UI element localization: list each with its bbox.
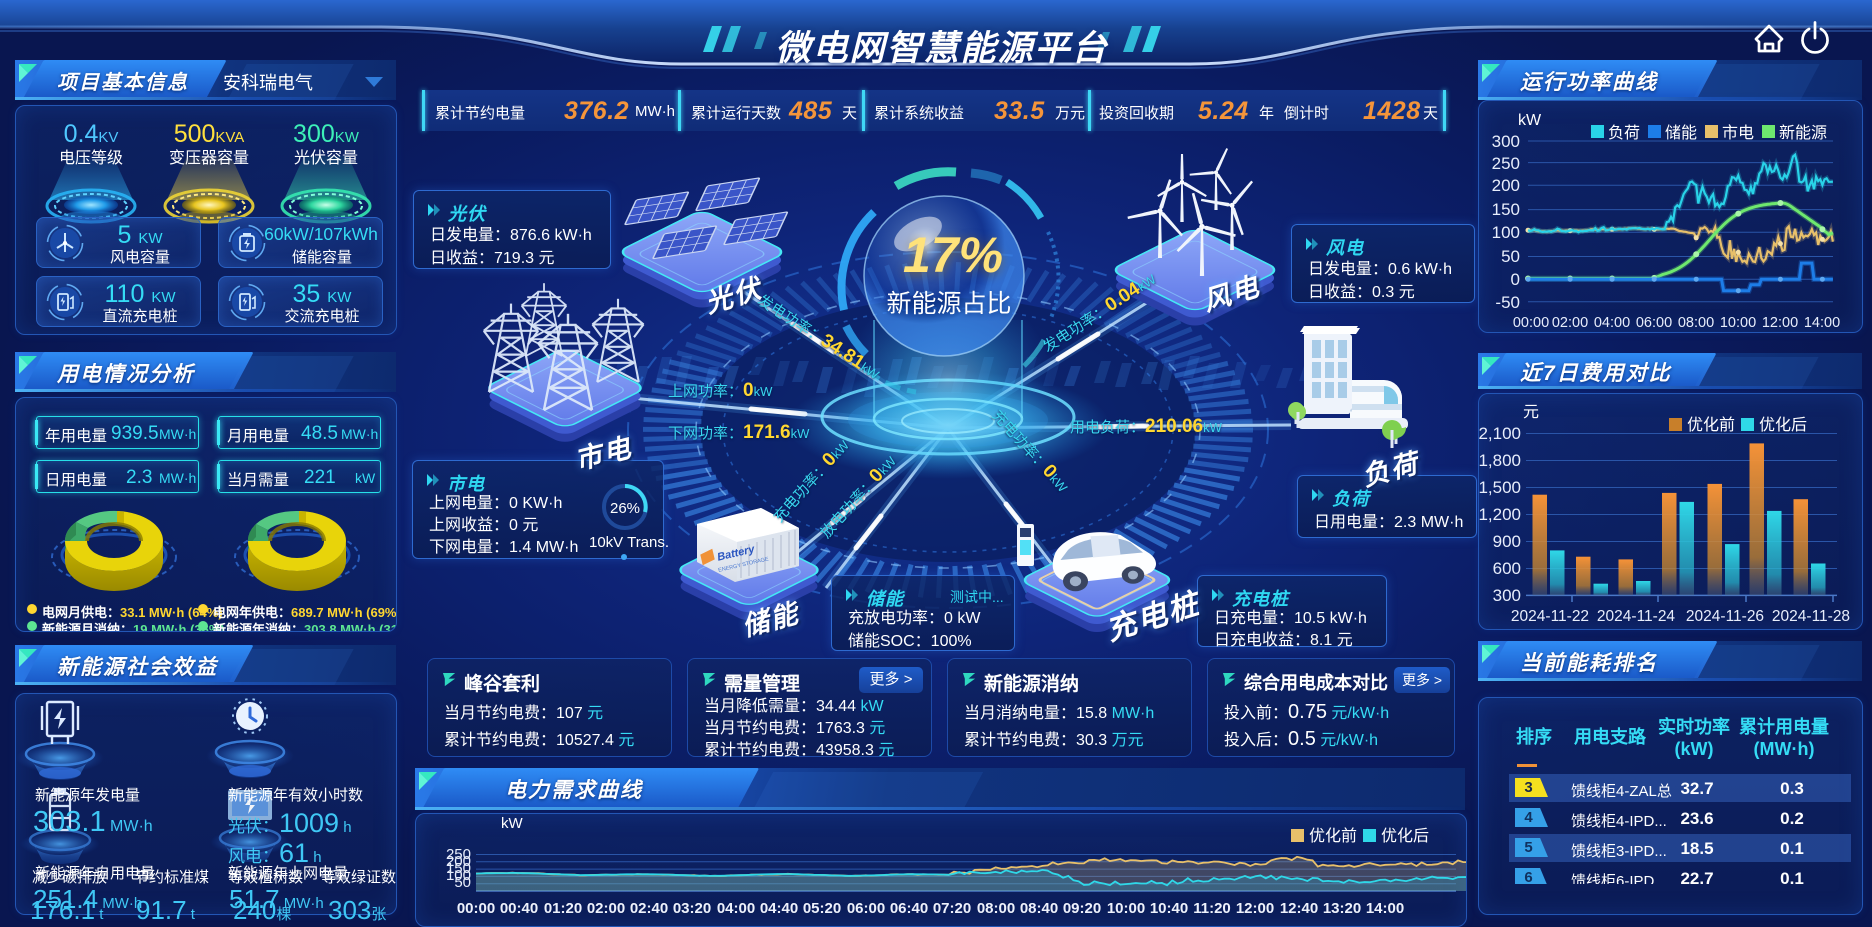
svg-text:10:00: 10:00: [1720, 315, 1756, 331]
svg-text:600: 600: [1493, 559, 1521, 578]
svg-text:150: 150: [1492, 200, 1520, 219]
svg-text:200: 200: [446, 853, 471, 870]
svg-text:50: 50: [454, 874, 471, 891]
svg-text:优化前: 优化前: [1309, 827, 1357, 845]
svg-text:1,200: 1,200: [1479, 505, 1521, 524]
svg-text:08:40: 08:40: [1020, 900, 1058, 917]
svg-text:100: 100: [446, 867, 471, 884]
svg-text:1,500: 1,500: [1479, 478, 1521, 497]
svg-text:优化前: 优化前: [1687, 416, 1735, 434]
svg-text:0: 0: [1511, 270, 1520, 289]
svg-text:08:00: 08:00: [1678, 315, 1714, 331]
svg-text:元: 元: [1523, 404, 1539, 421]
svg-text:-50: -50: [1495, 293, 1520, 312]
svg-text:250: 250: [446, 846, 471, 863]
svg-text:10:00: 10:00: [1107, 900, 1145, 917]
svg-text:1,800: 1,800: [1479, 451, 1521, 470]
svg-text:13:20: 13:20: [1323, 900, 1361, 917]
svg-text:00:00: 00:00: [457, 900, 495, 917]
svg-text:02:40: 02:40: [630, 900, 668, 917]
svg-text:02:00: 02:00: [587, 900, 625, 917]
svg-text:市电: 市电: [1722, 124, 1754, 142]
svg-text:14:00: 14:00: [1366, 900, 1404, 917]
svg-text:06:40: 06:40: [890, 900, 928, 917]
svg-text:2024-11-24: 2024-11-24: [1597, 608, 1676, 625]
svg-text:06:00: 06:00: [1636, 315, 1672, 331]
svg-text:04:40: 04:40: [760, 900, 798, 917]
svg-text:2024-11-28: 2024-11-28: [1772, 608, 1850, 625]
svg-text:kW: kW: [501, 815, 524, 832]
svg-text:优化后: 优化后: [1759, 416, 1807, 434]
svg-text:300: 300: [1493, 586, 1521, 605]
svg-text:06:00: 06:00: [847, 900, 885, 917]
svg-text:150: 150: [446, 860, 471, 877]
svg-text:00:00: 00:00: [1513, 315, 1549, 331]
svg-text:00:40: 00:40: [500, 900, 538, 917]
svg-text:200: 200: [1492, 176, 1520, 195]
svg-text:250: 250: [1492, 154, 1520, 173]
svg-text:14:00: 14:00: [1804, 315, 1840, 331]
svg-text:12:00: 12:00: [1236, 900, 1274, 917]
svg-text:50: 50: [1501, 247, 1520, 266]
svg-text:储能: 储能: [1665, 124, 1697, 142]
svg-text:负荷: 负荷: [1608, 124, 1640, 142]
svg-text:03:20: 03:20: [673, 900, 711, 917]
svg-text:10:40: 10:40: [1150, 900, 1188, 917]
svg-text:900: 900: [1493, 532, 1521, 551]
svg-text:2,100: 2,100: [1479, 424, 1521, 443]
svg-text:2024-11-22: 2024-11-22: [1511, 608, 1589, 625]
svg-text:04:00: 04:00: [717, 900, 755, 917]
svg-text:kW: kW: [1518, 112, 1542, 129]
svg-text:02:00: 02:00: [1552, 315, 1588, 331]
svg-text:300: 300: [1492, 132, 1520, 151]
svg-text:12:00: 12:00: [1762, 315, 1798, 331]
svg-text:04:00: 04:00: [1594, 315, 1630, 331]
svg-text:26%: 26%: [610, 500, 640, 517]
svg-text:01:20: 01:20: [544, 900, 582, 917]
svg-text:优化后: 优化后: [1381, 827, 1429, 845]
svg-text:07:20: 07:20: [933, 900, 971, 917]
svg-text:08:00: 08:00: [977, 900, 1015, 917]
svg-text:100: 100: [1492, 223, 1520, 242]
svg-text:09:20: 09:20: [1063, 900, 1101, 917]
svg-text:新能源: 新能源: [1779, 124, 1827, 142]
svg-text:12:40: 12:40: [1280, 900, 1318, 917]
svg-text:2024-11-26: 2024-11-26: [1686, 608, 1764, 625]
svg-text:11:20: 11:20: [1193, 900, 1231, 917]
svg-text:05:20: 05:20: [803, 900, 841, 917]
